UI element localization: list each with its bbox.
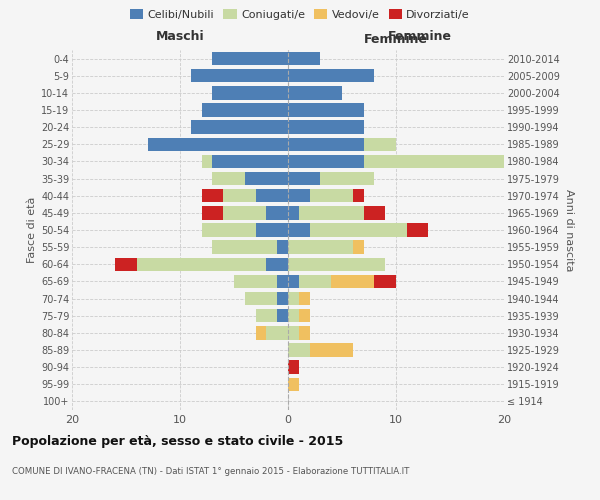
- Bar: [137, 258, 266, 271]
- Bar: [353, 240, 364, 254]
- Bar: [288, 240, 353, 254]
- Bar: [353, 189, 364, 202]
- Bar: [212, 154, 288, 168]
- Bar: [288, 120, 364, 134]
- Bar: [234, 274, 277, 288]
- Bar: [310, 344, 353, 356]
- Bar: [202, 189, 223, 202]
- Bar: [288, 224, 310, 236]
- Bar: [115, 258, 137, 271]
- Bar: [288, 378, 299, 391]
- Bar: [288, 138, 364, 151]
- Bar: [256, 309, 277, 322]
- Bar: [288, 154, 364, 168]
- Bar: [299, 309, 310, 322]
- Bar: [212, 240, 277, 254]
- Bar: [212, 52, 288, 66]
- Bar: [212, 86, 288, 100]
- Bar: [245, 172, 288, 186]
- Bar: [148, 138, 288, 151]
- Bar: [374, 274, 396, 288]
- Bar: [288, 86, 342, 100]
- Bar: [266, 258, 288, 271]
- Bar: [288, 292, 299, 306]
- Text: Femmine: Femmine: [388, 30, 452, 43]
- Bar: [245, 292, 277, 306]
- Bar: [212, 172, 245, 186]
- Y-axis label: Fasce di età: Fasce di età: [26, 197, 37, 263]
- Text: Femmine: Femmine: [364, 34, 428, 46]
- Bar: [288, 206, 299, 220]
- Bar: [407, 224, 428, 236]
- Bar: [288, 172, 320, 186]
- Bar: [288, 69, 374, 82]
- Text: Maschi: Maschi: [155, 30, 205, 43]
- Bar: [310, 224, 407, 236]
- Bar: [320, 172, 374, 186]
- Legend: Celibi/Nubili, Coniugati/e, Vedovi/e, Divorziati/e: Celibi/Nubili, Coniugati/e, Vedovi/e, Di…: [127, 6, 473, 23]
- Bar: [202, 206, 223, 220]
- Bar: [288, 104, 364, 117]
- Bar: [299, 206, 364, 220]
- Y-axis label: Anni di nascita: Anni di nascita: [564, 188, 574, 271]
- Bar: [288, 189, 310, 202]
- Bar: [223, 206, 266, 220]
- Bar: [223, 189, 256, 202]
- Bar: [310, 189, 353, 202]
- Bar: [331, 274, 374, 288]
- Bar: [202, 104, 288, 117]
- Bar: [288, 258, 385, 271]
- Bar: [299, 326, 310, 340]
- Bar: [202, 154, 212, 168]
- Bar: [364, 138, 396, 151]
- Bar: [266, 326, 288, 340]
- Bar: [277, 240, 288, 254]
- Bar: [288, 344, 310, 356]
- Bar: [288, 360, 299, 374]
- Bar: [288, 326, 299, 340]
- Bar: [191, 69, 288, 82]
- Bar: [277, 292, 288, 306]
- Bar: [364, 154, 504, 168]
- Bar: [256, 189, 288, 202]
- Bar: [277, 309, 288, 322]
- Bar: [288, 52, 320, 66]
- Text: Popolazione per età, sesso e stato civile - 2015: Popolazione per età, sesso e stato civil…: [12, 435, 343, 448]
- Text: COMUNE DI IVANO-FRACENA (TN) - Dati ISTAT 1° gennaio 2015 - Elaborazione TUTTITA: COMUNE DI IVANO-FRACENA (TN) - Dati ISTA…: [12, 468, 409, 476]
- Bar: [277, 274, 288, 288]
- Bar: [266, 206, 288, 220]
- Bar: [299, 274, 331, 288]
- Bar: [288, 274, 299, 288]
- Bar: [299, 292, 310, 306]
- Bar: [202, 224, 256, 236]
- Bar: [256, 326, 266, 340]
- Bar: [191, 120, 288, 134]
- Bar: [288, 309, 299, 322]
- Bar: [256, 224, 288, 236]
- Bar: [364, 206, 385, 220]
